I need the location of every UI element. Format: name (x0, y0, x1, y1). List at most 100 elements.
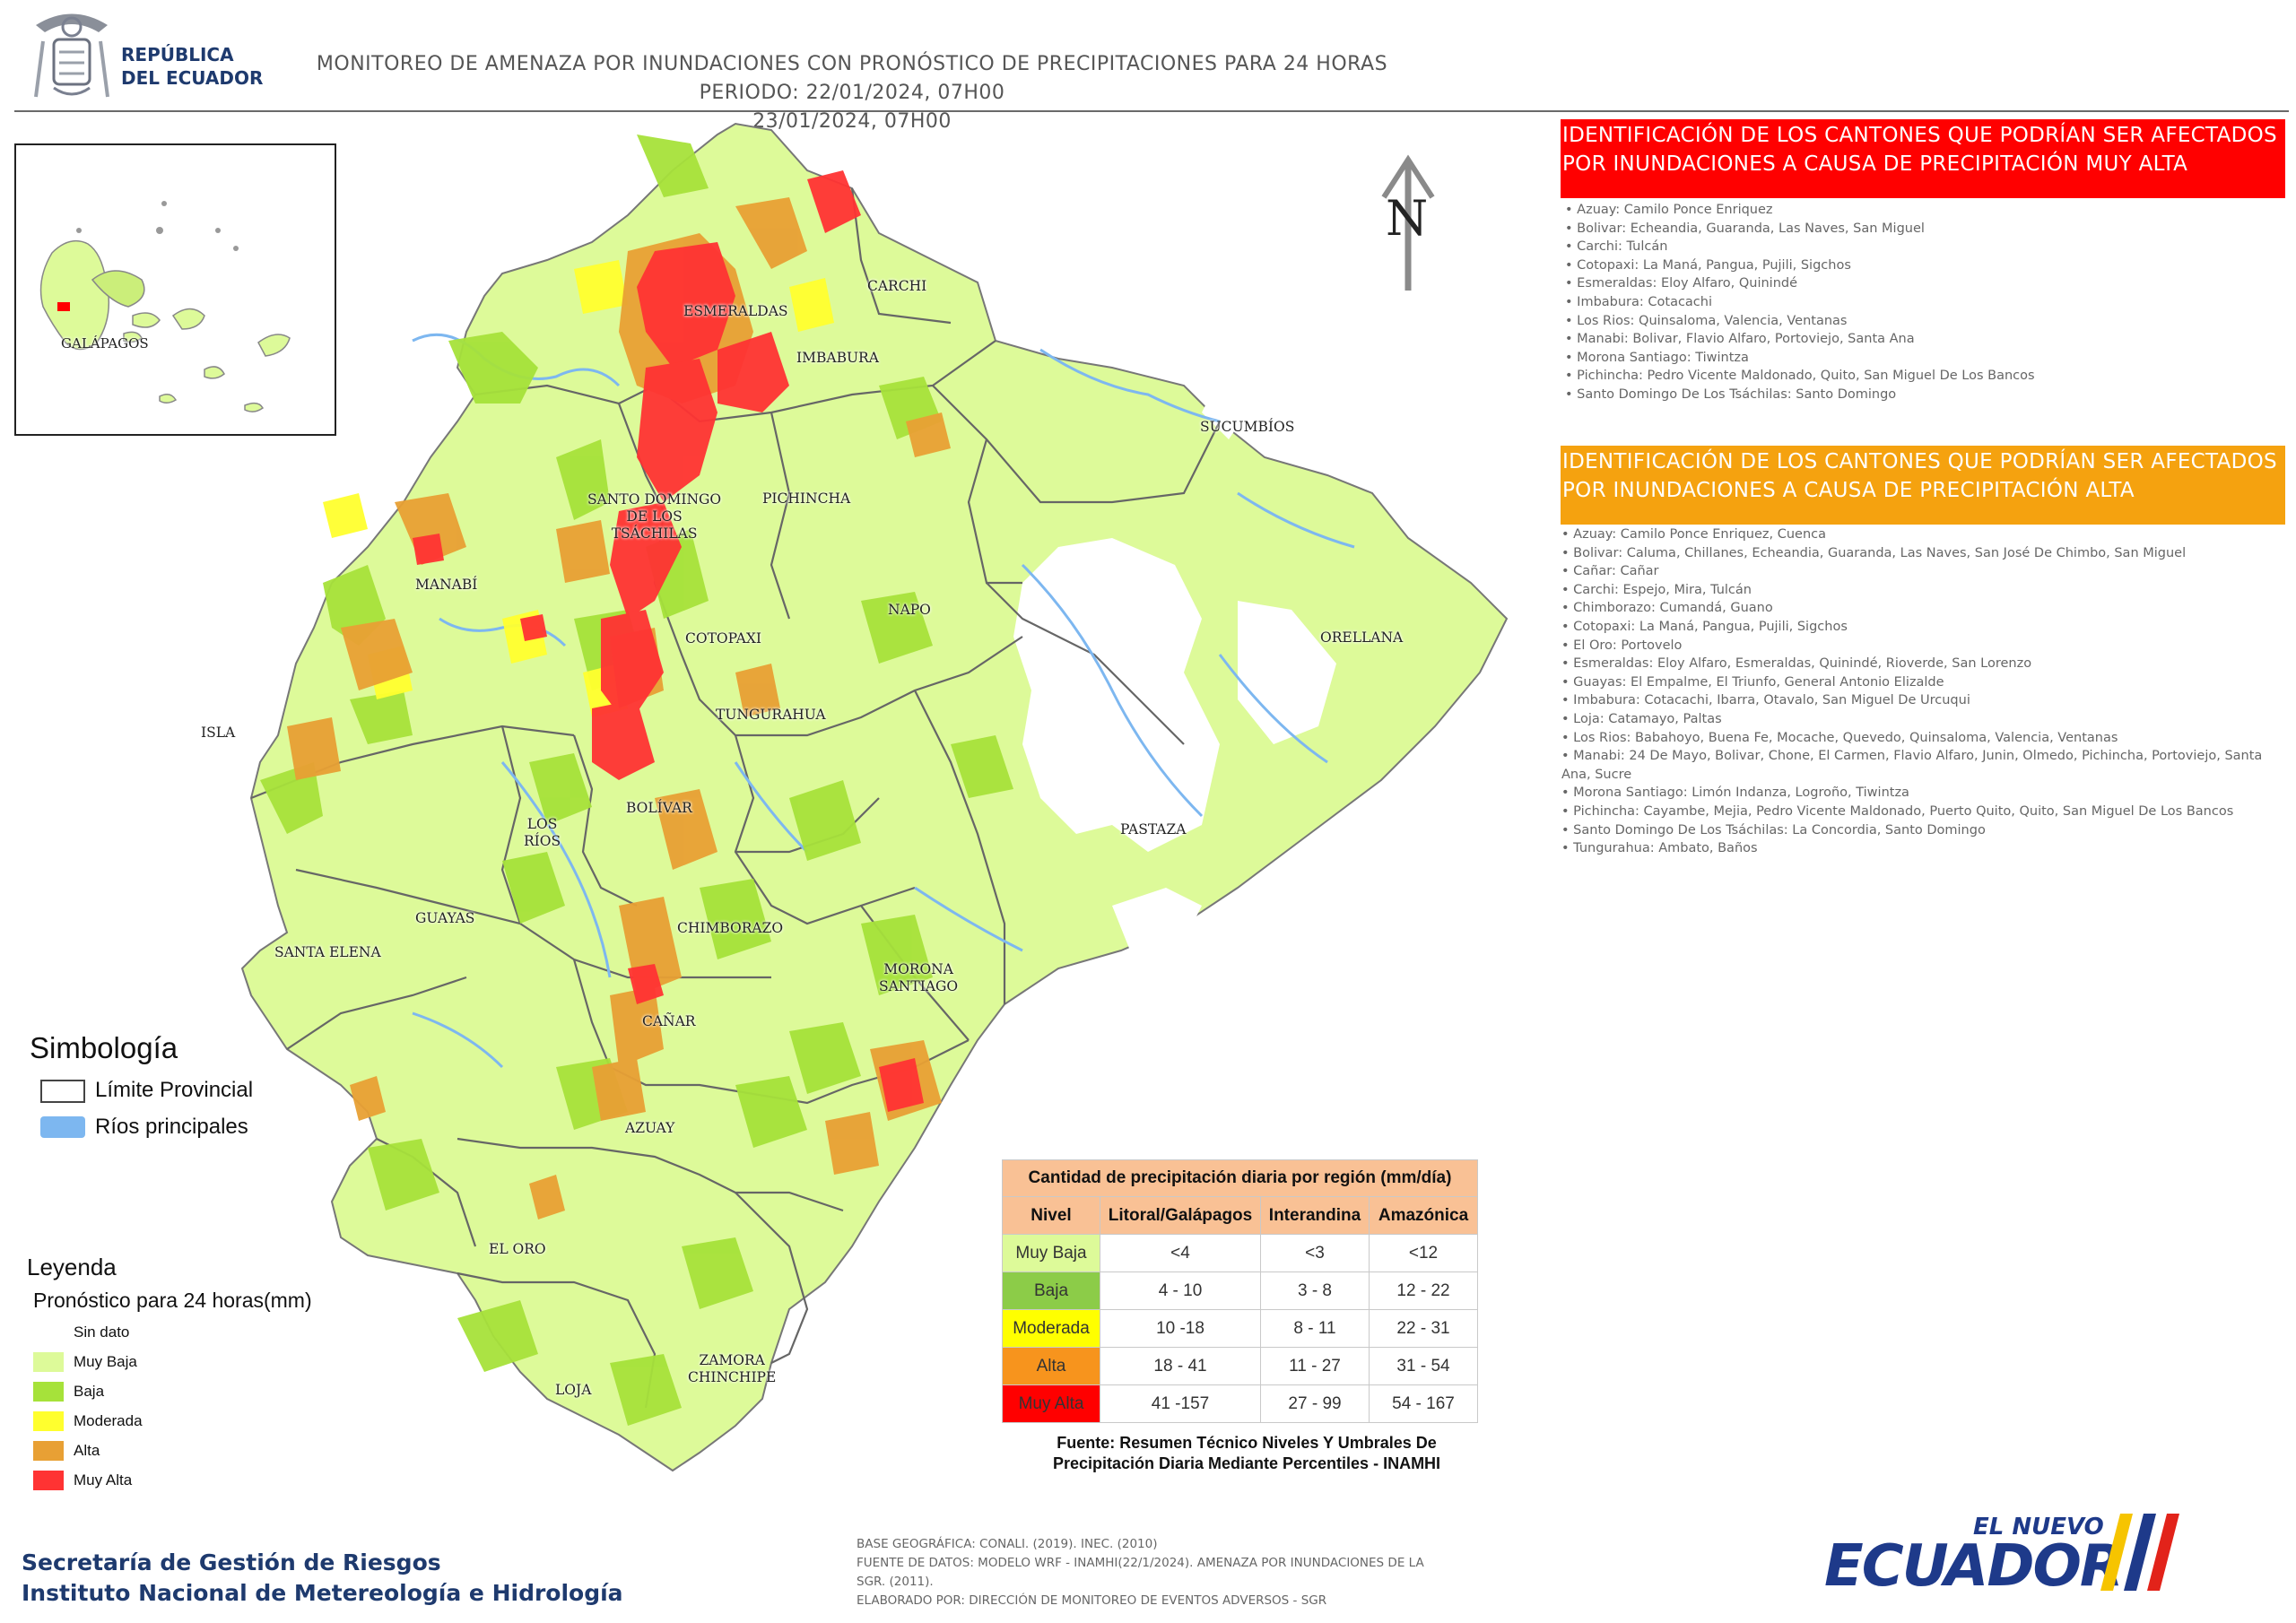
table-row: Alta 18 - 41 11 - 27 31 - 54 (1002, 1347, 1478, 1385)
table-title: Cantidad de precipitación diaria por reg… (1002, 1159, 1478, 1197)
legend-alta-label: Alta (74, 1442, 100, 1459)
list-item: • Esmeraldas: Eloy Alfaro, Esmeraldas, Q… (1561, 656, 2032, 672)
title-line-1: MONITOREO DE AMENAZA POR INUNDACIONES CO… (316, 53, 1388, 104)
header-divider (14, 110, 2289, 112)
litoral-cell: <4 (1100, 1234, 1261, 1272)
nivel-cell: Muy Alta (1002, 1384, 1100, 1423)
ecuador-map (233, 117, 1543, 1515)
litoral-cell: 10 -18 (1100, 1309, 1261, 1348)
legend-alta-swatch (33, 1441, 64, 1461)
logo-line-1: REPÚBLICA (121, 44, 234, 65)
table-source: Fuente: Resumen Técnico Niveles Y Umbral… (1052, 1434, 1441, 1472)
legend-moderada-swatch (33, 1411, 64, 1431)
list-item: • Bolivar: Echeandia, Guaranda, Las Nave… (1565, 221, 1925, 236)
list-item: • Santo Domingo De Los Tsáchilas: Santo … (1565, 386, 1897, 402)
simbologia-title: Simbología (30, 1031, 178, 1064)
legend-baja-swatch (33, 1382, 64, 1402)
amazonica-cell: 54 - 167 (1369, 1384, 1478, 1423)
list-item: • El Oro: Portovelo (1561, 638, 1683, 653)
list-item: • Azuay: Camilo Ponce Enriquez (1565, 203, 1773, 217)
credits-line-4: ELABORADO POR: DIRECCIÓN DE MONITOREO DE… (857, 1593, 1327, 1608)
list-item: • Manabi: Bolivar, Flavio Alfaro, Portov… (1565, 332, 1915, 347)
amazonica-cell: 31 - 54 (1369, 1347, 1478, 1385)
col-litoral: Litoral/Galápagos (1100, 1196, 1261, 1235)
amazonica-cell: <12 (1369, 1234, 1478, 1272)
el-nuevo-ecuador-logo: EL NUEVO ECUADOR (1821, 1506, 2179, 1605)
col-nivel: Nivel (1002, 1196, 1100, 1235)
amazonica-cell: 12 - 22 (1369, 1271, 1478, 1310)
legend-moderada-label: Moderada (74, 1412, 143, 1429)
leyenda-subtitle: Pronóstico para 24 horas(mm) (33, 1289, 312, 1312)
label-morona: MORONA SANTIAGO (879, 961, 958, 995)
label-bolivar: BOLÍVAR (626, 800, 692, 816)
precipitation-table: Cantidad de precipitación diaria por reg… (1002, 1159, 1478, 1423)
list-item: • Carchi: Espejo, Mira, Tulcán (1561, 582, 1752, 597)
label-lr-2: RÍOS (524, 833, 561, 849)
nivel-cell: Alta (1002, 1347, 1100, 1385)
list-item: • Los Rios: Quinsaloma, Valencia, Ventan… (1565, 313, 1848, 328)
nivel-cell: Moderada (1002, 1309, 1100, 1348)
organization-names: Secretaría de Gestión de Riesgos Institu… (22, 1548, 623, 1609)
interandina-cell: 3 - 8 (1260, 1271, 1370, 1310)
flag-stripes-icon (2100, 1514, 2179, 1591)
litoral-cell: 18 - 41 (1100, 1347, 1261, 1385)
interandina-cell: <3 (1260, 1234, 1370, 1272)
list-item: • Pichincha: Cayambe, Mejia, Pedro Vicen… (1561, 803, 2234, 819)
nivel-cell: Baja (1002, 1271, 1100, 1310)
interandina-cell: 27 - 99 (1260, 1384, 1370, 1423)
muy-alta-list: • Azuay: Camilo Ponce Enriquez • Bolivar… (1565, 201, 2035, 404)
legend-muy-baja-label: Muy Baja (74, 1353, 137, 1370)
label-sucumbios: SUCUMBÍOS (1200, 419, 1295, 435)
list-item: • Imbabura: Cotacachi (1565, 294, 1713, 309)
list-item: Ana, Sucre (1561, 767, 1632, 782)
col-interandina: Interandina (1260, 1196, 1370, 1235)
amazonica-cell: 22 - 31 (1369, 1309, 1478, 1348)
alta-heading: IDENTIFICACIÓN DE LOS CANTONES QUE PODRÍ… (1562, 450, 2277, 502)
list-item: • Azuay: Camilo Ponce Enriquez, Cuenca (1561, 527, 1827, 542)
legend-sin-dato-label: Sin dato (74, 1324, 130, 1341)
list-item: • Cañar: Cañar (1561, 564, 1659, 579)
credits-line-3: SGR. (2011). (857, 1575, 934, 1589)
table-row: Muy Alta 41 -157 27 - 99 54 - 167 (1002, 1384, 1478, 1423)
nivel-cell: Muy Baja (1002, 1234, 1100, 1272)
list-item: • Esmeraldas: Eloy Alfaro, Quinindé (1565, 276, 1798, 291)
label-sd-3: TSÁCHILAS (611, 525, 698, 542)
galapagos-islands (39, 201, 291, 412)
credits-line-1: BASE GEOGRÁFICA: CONALI. (2019). INEC. (… (857, 1537, 1158, 1551)
list-item: • Los Rios: Babahoyo, Buena Fe, Mocache,… (1561, 730, 2118, 745)
label-el-oro: EL ORO (489, 1241, 546, 1257)
label-napo: NAPO (888, 602, 931, 618)
label-sd-1: SANTO DOMINGO (587, 491, 722, 508)
list-item: • Carchi: Tulcán (1565, 239, 1668, 255)
republic-logo-text: REPÚBLICA DEL ECUADOR (121, 43, 263, 90)
alta-list: • Azuay: Camilo Ponce Enriquez, Cuenca •… (1561, 525, 2262, 858)
org-line-2: Instituto Nacional de Metereología e Hid… (22, 1580, 623, 1606)
leyenda-title: Leyenda (27, 1254, 117, 1280)
map-title: MONITOREO DE AMENAZA POR INUNDACIONES CO… (269, 50, 1435, 136)
list-item: • Tungurahua: Ambato, Baños (1561, 841, 1758, 856)
brand-main: ECUADOR (1824, 1533, 2124, 1600)
alta-heading-box: IDENTIFICACIÓN DE LOS CANTONES QUE PODRÍ… (1561, 446, 2285, 525)
table-row: Muy Baja <4 <3 <12 (1002, 1234, 1478, 1272)
list-item: • Cotopaxi: La Maná, Pangua, Pujili, Sig… (1565, 257, 1851, 273)
label-esmeraldas: ESMERALDAS (683, 303, 788, 319)
list-item: • Imbabura: Cotacachi, Ibarra, Otavalo, … (1561, 693, 1970, 708)
legend-muy-alta-swatch (33, 1471, 64, 1490)
label-zamora: ZAMORA CHINCHIPE (688, 1352, 776, 1386)
label-isla: ISLA (201, 725, 236, 741)
label-lr-1: LOS (526, 816, 558, 832)
credits: BASE GEOGRÁFICA: CONALI. (2019). INEC. (… (857, 1535, 1424, 1610)
label-zc-1: ZAMORA (699, 1352, 765, 1368)
label-pastaza: PASTAZA (1120, 821, 1187, 838)
list-item: • Manabi: 24 De Mayo, Bolivar, Chone, El… (1561, 749, 2263, 764)
label-ms-2: SANTIAGO (879, 978, 959, 994)
label-cotopaxi: COTOPAXI (685, 630, 761, 647)
north-arrow-icon (1377, 154, 1439, 298)
provincial-limit-label: Límite Provincial (95, 1078, 254, 1102)
interandina-cell: 11 - 27 (1260, 1347, 1370, 1385)
logo-line-2: DEL ECUADOR (121, 67, 264, 89)
list-item: • Santo Domingo De Los Tsáchilas: La Con… (1561, 822, 1986, 838)
label-imbabura: IMBABURA (796, 350, 879, 366)
title-line-2: 23/01/2024, 07H00 (752, 110, 952, 133)
label-pichincha: PICHINCHA (762, 490, 851, 507)
